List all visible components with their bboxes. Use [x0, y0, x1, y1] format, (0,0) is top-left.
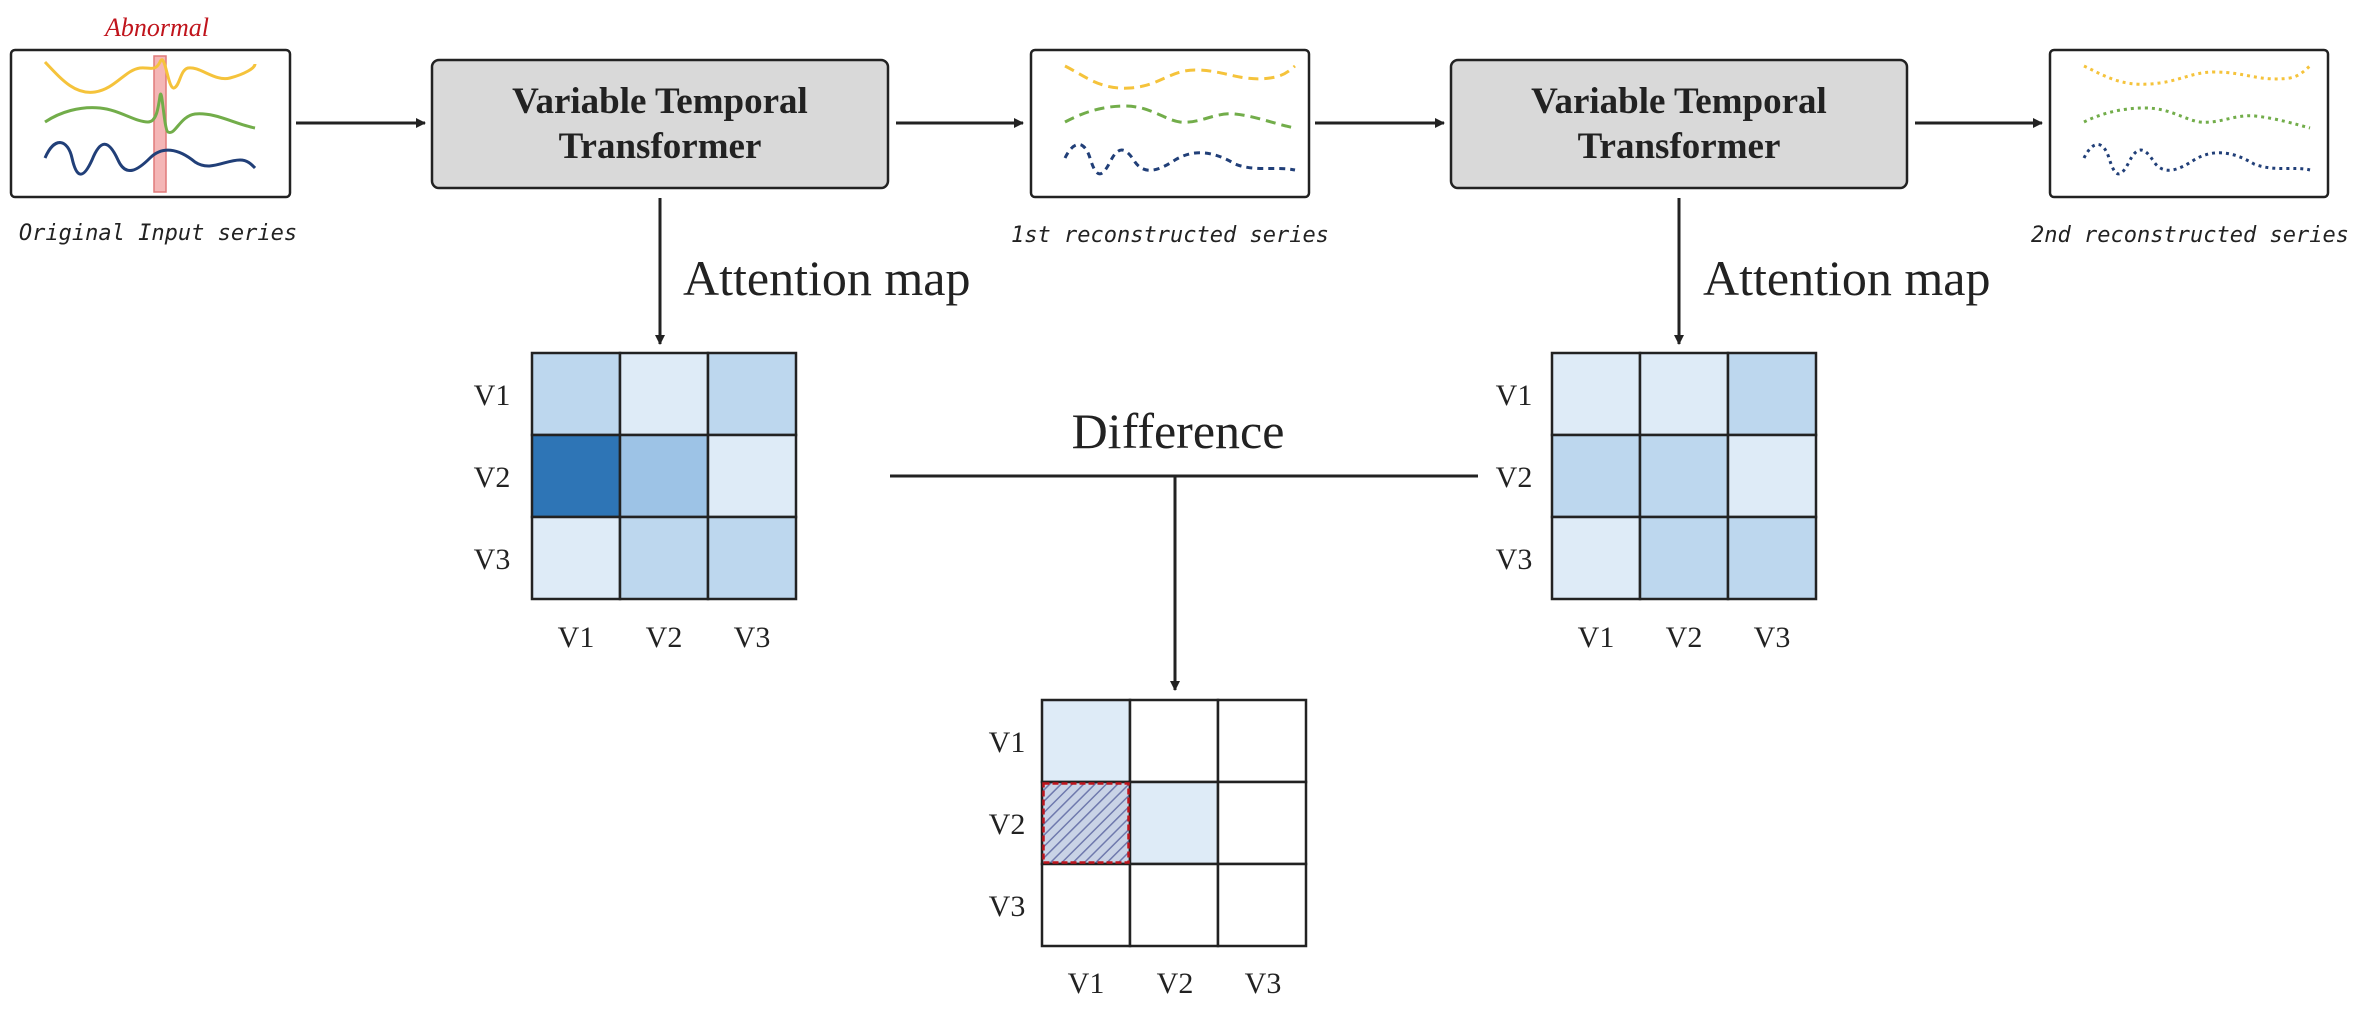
map2-row-label-v3: V3 [1496, 543, 1533, 576]
blue-series-line [43, 141, 257, 176]
attention-map-1-row-labels: V1 V2 V3 [474, 379, 511, 576]
difference-map [1040, 698, 1308, 948]
original-series-panel [9, 48, 292, 199]
map3-cell-r1-c3 [1216, 698, 1308, 784]
transformer-2-title-line2: Transformer [1578, 126, 1781, 167]
attention-map-2-col-labels: V1 V2 V3 [1578, 621, 1791, 654]
map3-cell-r1-c2 [1128, 698, 1220, 784]
map2-cell-r2-c2 [1638, 433, 1730, 519]
map1-cell-r3-c2 [618, 515, 710, 601]
map1-cell-r2-c1 [530, 433, 622, 519]
map3-cell-r3-c1 [1040, 862, 1132, 948]
map1-row-label-v3: V3 [474, 543, 511, 576]
transformer-1-title-line2: Transformer [559, 126, 762, 167]
map3-row-label-v2: V2 [989, 808, 1026, 841]
map2-row-label-v1: V1 [1496, 379, 1533, 412]
abnormal-label: Abnormal [103, 13, 209, 42]
map2-cell-r2-c3 [1726, 433, 1818, 519]
second-reconstructed-panel [2048, 48, 2330, 199]
map1-col-label-v1: V1 [558, 621, 595, 654]
attention-map-1-label: Attention map [683, 250, 970, 306]
transformer-box-1: Variable Temporal Transformer [430, 58, 890, 190]
attention-map-2-label: Attention map [1703, 250, 1990, 306]
map3-col-label-v3: V3 [1245, 967, 1282, 1000]
map3-cell-r2-c1 [1040, 780, 1132, 866]
difference-map-row-labels: V1 V2 V3 [989, 726, 1026, 923]
map3-col-label-v2: V2 [1157, 967, 1194, 1000]
map2-cell-r1-c1 [1550, 351, 1642, 437]
map1-cell-r1-c1 [530, 351, 622, 437]
map2-cell-r3-c3 [1726, 515, 1818, 601]
attention-map-2-row-labels: V1 V2 V3 [1496, 379, 1533, 576]
map3-cell-r3-c3 [1216, 862, 1308, 948]
map3-row-label-v1: V1 [989, 726, 1026, 759]
transformer-1-title-line1: Variable Temporal [512, 81, 808, 122]
map3-cell-r2-c3 [1216, 780, 1308, 866]
map2-cell-r1-c3 [1726, 351, 1818, 437]
map3-row-label-v3: V3 [989, 890, 1026, 923]
map2-row-label-v2: V2 [1496, 461, 1533, 494]
map1-cell-r1-c3 [706, 351, 798, 437]
yellow-series-line [43, 58, 257, 94]
map3-anomaly-highlight [1042, 782, 1130, 864]
first-reconstructed-panel [1029, 48, 1311, 199]
second-reconstructed-label: 2nd reconstructed series [2031, 223, 2349, 248]
map2-cell-r3-c2 [1638, 515, 1730, 601]
map2-cell-r2-c1 [1550, 433, 1642, 519]
recon1-yellow-line [1064, 64, 1296, 90]
map1-cell-r3-c1 [530, 515, 622, 601]
map1-col-label-v2: V2 [646, 621, 683, 654]
first-reconstructed-label: 1st reconstructed series [1011, 223, 1329, 248]
map1-row-label-v2: V2 [474, 461, 511, 494]
map1-col-label-v3: V3 [734, 621, 771, 654]
recon2-blue-line [2082, 143, 2311, 176]
recon2-green-line [2083, 106, 2311, 130]
map3-cell-r2-c2 [1128, 780, 1220, 866]
recon1-blue-line [1063, 143, 1296, 176]
map3-col-label-v1: V1 [1068, 967, 1105, 1000]
difference-label: Difference [1072, 403, 1285, 459]
map3-cell-r1-c1 [1040, 698, 1132, 784]
map2-col-label-v2: V2 [1666, 621, 1703, 654]
attention-map-1-col-labels: V1 V2 V3 [558, 621, 771, 654]
map3-cell-r3-c2 [1128, 862, 1220, 948]
map1-cell-r2-c3 [706, 433, 798, 519]
attention-map-2 [1550, 351, 1818, 601]
map1-cell-r3-c3 [706, 515, 798, 601]
original-series-label: Original Input series [19, 221, 297, 246]
attention-map-1 [530, 351, 798, 601]
difference-map-col-labels: V1 V2 V3 [1068, 967, 1282, 1000]
map2-col-label-v1: V1 [1578, 621, 1615, 654]
green-series-line [44, 92, 256, 134]
recon1-green-line [1064, 104, 1296, 130]
map1-row-label-v1: V1 [474, 379, 511, 412]
map2-col-label-v3: V3 [1754, 621, 1791, 654]
map1-cell-r2-c2 [618, 433, 710, 519]
map2-cell-r1-c2 [1638, 351, 1730, 437]
map2-cell-r3-c1 [1550, 515, 1642, 601]
transformer-2-title-line1: Variable Temporal [1531, 81, 1827, 122]
recon2-yellow-line [2083, 64, 2311, 86]
map1-cell-r1-c2 [618, 351, 710, 437]
transformer-box-2: Variable Temporal Transformer [1449, 58, 1909, 190]
